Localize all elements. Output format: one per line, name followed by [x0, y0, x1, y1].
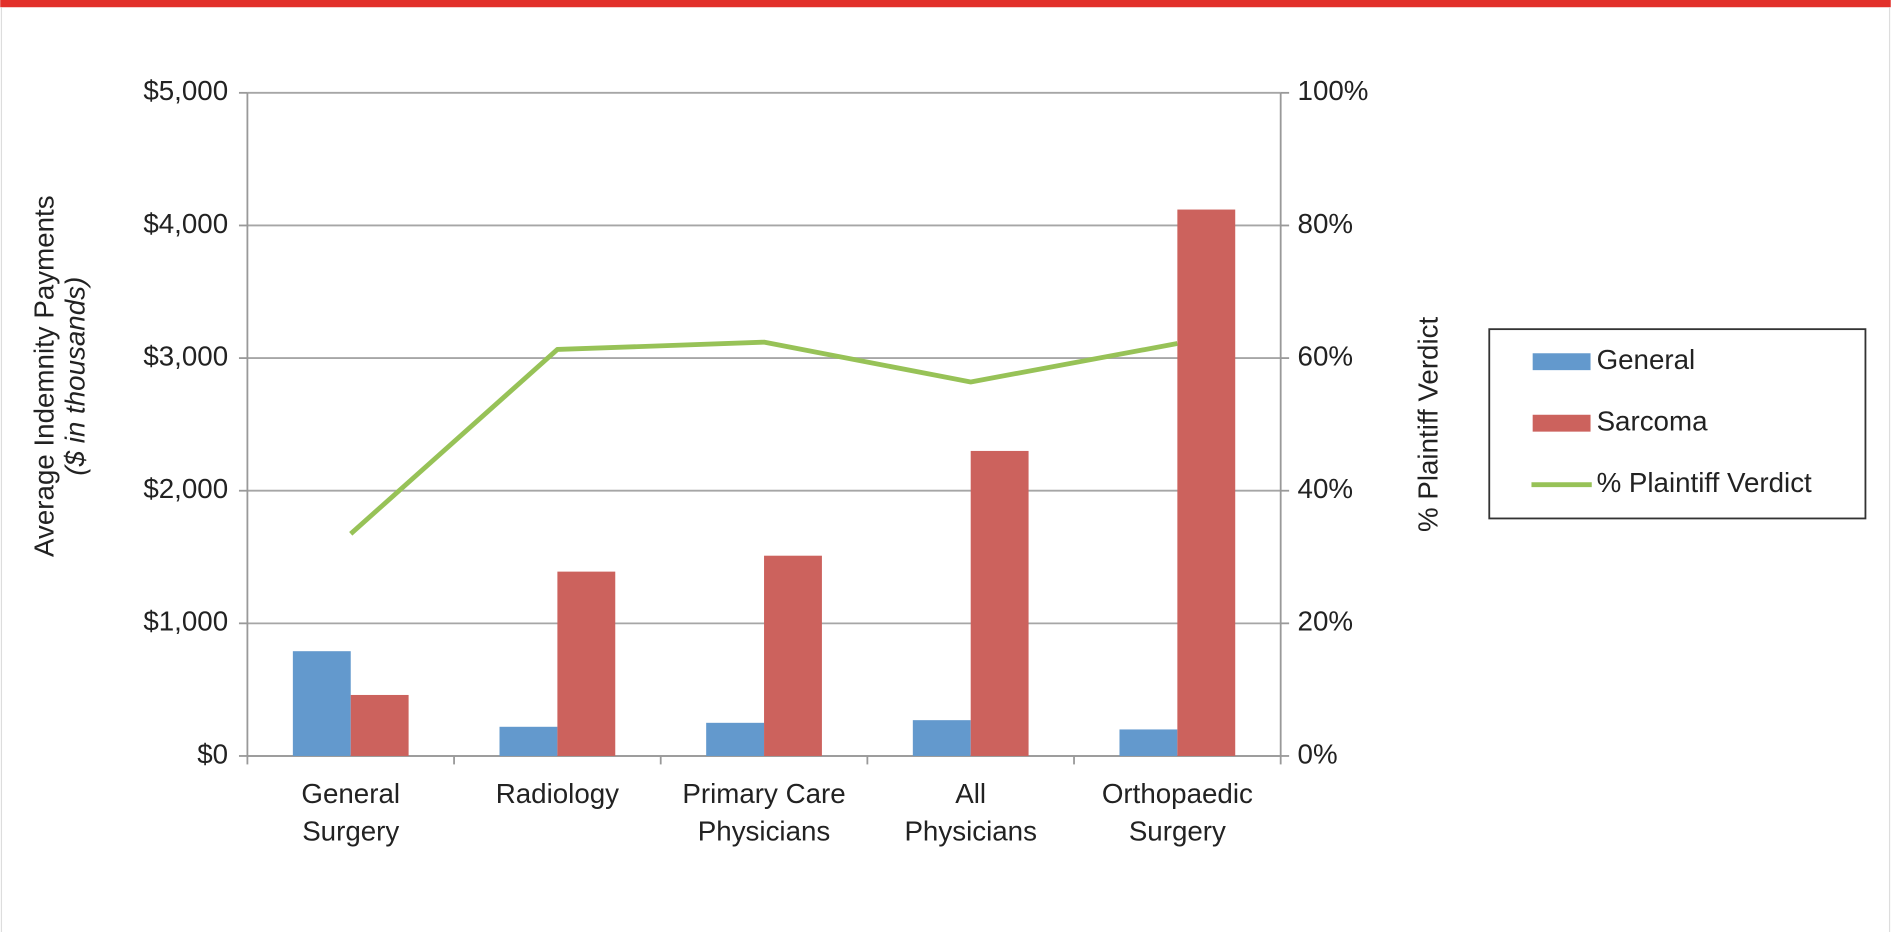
bar: [764, 555, 822, 756]
x-tick-label: General: [301, 778, 400, 809]
y-tick-label: $3,000: [143, 340, 228, 371]
x-tick-label: Surgery: [1129, 815, 1226, 846]
x-tick-label: Surgery: [302, 815, 399, 846]
x-tick-label: Physicians: [904, 815, 1037, 846]
y-tick-label: $5,000: [143, 75, 228, 106]
bar: [706, 722, 765, 756]
bar: [970, 450, 1029, 756]
y-axis-label: Average Indemnity Payments: [28, 195, 59, 557]
y-tick-label: $0: [197, 738, 228, 769]
top-bar: [0, 0, 1891, 8]
bar: [557, 571, 616, 756]
x-tick-label: All: [955, 778, 986, 809]
x-tick-label: Orthopaedic: [1102, 778, 1253, 809]
bar: [499, 726, 558, 756]
y2-tick-label: 20%: [1298, 606, 1353, 637]
y-axis-sublabel: ($ in thousands): [60, 277, 91, 476]
bar: [1177, 209, 1236, 756]
legend-label: General: [1597, 344, 1696, 375]
y2-tick-label: 80%: [1298, 208, 1353, 239]
y2-axis-label: % Plaintiff Verdict: [1413, 317, 1444, 532]
legend-swatch: [1532, 353, 1591, 371]
legend-label: % Plaintiff Verdict: [1597, 467, 1812, 498]
bar: [350, 694, 409, 756]
line: [349, 339, 1178, 536]
y-tick-label: $2,000: [143, 473, 228, 504]
x-tick-label: Radiology: [496, 778, 619, 809]
y2-tick-label: 60%: [1298, 340, 1353, 371]
y2-tick-label: 100%: [1298, 75, 1369, 106]
x-tick-label: Physicians: [698, 815, 831, 846]
bar: [1119, 729, 1178, 756]
legend-label: Sarcoma: [1597, 406, 1708, 437]
y-tick-label: $1,000: [143, 606, 228, 637]
bar: [292, 651, 351, 756]
y2-tick-label: 0%: [1298, 738, 1338, 769]
legend-swatch: [1532, 414, 1591, 432]
y-tick-label: $4,000: [143, 208, 228, 239]
y2-tick-label: 40%: [1298, 473, 1353, 504]
x-tick-label: Primary Care: [682, 778, 845, 809]
bar: [912, 720, 971, 756]
